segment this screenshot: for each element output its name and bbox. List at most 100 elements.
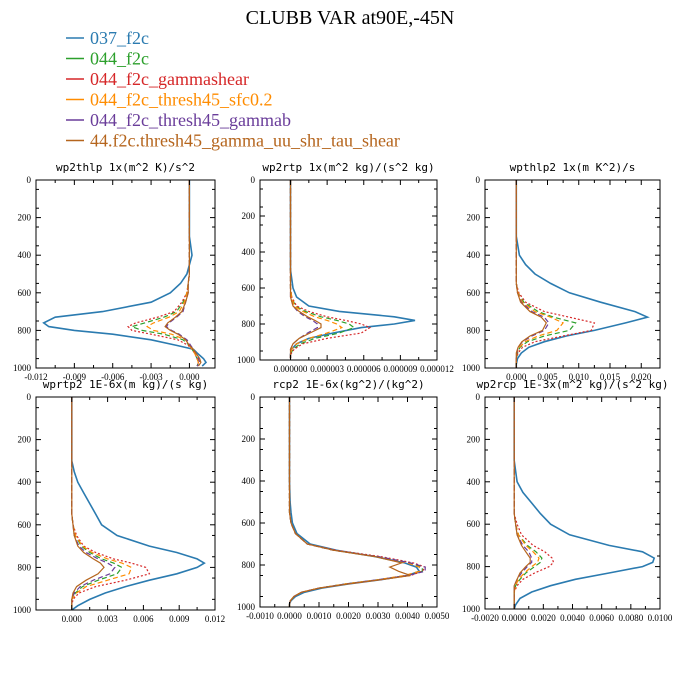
series-line	[288, 397, 421, 607]
series-line	[513, 397, 555, 609]
y-tick-label: 400	[242, 476, 256, 486]
legend-item: 44.f2c.thresh45_gamma_uu_shr_tau_shear	[66, 131, 400, 151]
series-line	[515, 180, 650, 368]
x-tick-label: 0.0080	[618, 613, 643, 623]
legend-item: 044_f2c_thresh45_gammab	[66, 110, 291, 130]
y-tick-label: 600	[242, 283, 256, 293]
y-tick-label: 1000	[237, 602, 256, 612]
y-tick-label: 800	[242, 319, 256, 329]
chart-panel: wpthlp2 1x(m K^2)/s 0 200 400 600 800 1000 0.00…	[462, 161, 661, 382]
x-tick-label: 0.0030	[366, 611, 391, 621]
y-tick-label: 400	[18, 250, 32, 260]
x-tick-label: -0.006	[101, 372, 125, 382]
x-tick-label: 0.000000	[274, 364, 308, 374]
y-tick-label: 800	[18, 562, 32, 572]
x-tick-label: 0.015	[600, 372, 621, 382]
x-tick-label: 0.0020	[336, 611, 361, 621]
x-tick-label: 0.000	[506, 372, 527, 382]
y-tick-label: 400	[467, 250, 481, 260]
panel-title: wpthlp2 1x(m K^2)/s	[510, 161, 636, 174]
series-line	[71, 397, 105, 610]
x-tick-label: -0.012	[24, 372, 47, 382]
y-tick-label: 0	[27, 175, 32, 185]
figure-title: CLUBB VAR at90E,-45N	[246, 7, 455, 29]
chart-panel: wprtp2 1E-6x(m kg)/(s kg) 0 200 400 600 800 10…	[13, 378, 225, 624]
legend-label: 44.f2c.thresh45_gamma_uu_shr_tau_shear	[90, 131, 400, 151]
axis-frame	[259, 179, 438, 361]
chart-panel: rcp2 1E-6x(kg^2)/(kg^2) 0 200 400 600 800 1000…	[237, 378, 450, 621]
series-line	[289, 180, 356, 359]
series-line	[288, 397, 411, 607]
series-line	[513, 397, 656, 610]
series-line	[289, 180, 344, 359]
series-line	[164, 180, 202, 367]
y-tick-label: 200	[18, 435, 32, 445]
x-tick-label: 0.003	[97, 614, 118, 624]
panel-title: wprtp2 1E-6x(m kg)/(s kg)	[43, 378, 209, 391]
axis-frame	[484, 396, 661, 610]
y-tick-label: 600	[242, 518, 256, 528]
y-tick-label: 0	[27, 392, 32, 402]
chart-panel: wp2rtp 1x(m^2 kg)/(s^2 kg) 0 200 400 600 800 1…	[237, 161, 454, 374]
y-tick-label: 1000	[237, 355, 256, 365]
series-line	[71, 397, 206, 611]
y-tick-label: 200	[242, 434, 256, 444]
legend: 037_f2c044_f2c044_f2c_gammashear044_f2c_…	[66, 28, 400, 151]
chart-panel: wp2thlp 1x(m^2 K)/s^202004006008001000-0…	[13, 161, 216, 382]
x-tick-label: 0.000012	[420, 364, 454, 374]
legend-item: 044_f2c	[66, 49, 149, 69]
series-line	[71, 397, 116, 610]
x-tick-label: 0.005	[537, 372, 558, 382]
x-tick-label: 0.000006	[347, 364, 381, 374]
y-tick-label: 800	[467, 562, 481, 572]
x-tick-label: -0.0020	[471, 613, 499, 623]
x-tick-label: 0.0020	[531, 613, 556, 623]
x-tick-label: 0.000	[62, 614, 83, 624]
y-tick-label: 200	[242, 211, 256, 221]
x-tick-label: 0.0010	[307, 611, 332, 621]
panel-title: wp2rcp 1E-3x(m^2 kg)/(s^2 kg)	[476, 378, 668, 391]
series-line	[146, 180, 200, 367]
chart-panel: wp2rcp 1E-3x(m^2 kg)/(s^2 kg)0 200 400 600 8…	[462, 378, 673, 623]
legend-label: 044_f2c	[90, 49, 149, 69]
series-line	[288, 397, 420, 607]
series-line	[289, 180, 372, 359]
legend-label: 044_f2c_thresh45_gammab	[90, 110, 291, 130]
x-tick-label: 0.0050	[425, 611, 450, 621]
y-tick-label: 800	[18, 325, 32, 335]
axis-frame	[484, 179, 661, 369]
x-tick-label: 0.0040	[560, 613, 585, 623]
y-tick-label: 0	[476, 175, 481, 185]
axis-frame	[35, 396, 216, 611]
x-tick-label: -0.0010	[246, 611, 274, 621]
series-line	[71, 397, 133, 610]
y-tick-label: 600	[467, 288, 481, 298]
legend-label: 044_f2c_thresh45_sfc0.2	[90, 90, 272, 110]
series-line	[515, 180, 596, 368]
x-tick-label: -0.003	[139, 372, 163, 382]
axis-frame	[35, 179, 216, 369]
panel-title: wp2thlp 1x(m^2 K)/s^2	[56, 161, 195, 174]
y-tick-label: 600	[467, 519, 481, 529]
y-tick-label: 1000	[462, 363, 481, 373]
y-tick-label: 800	[242, 560, 256, 570]
y-tick-label: 1000	[13, 363, 32, 373]
series-line	[42, 180, 208, 367]
legend-label: 037_f2c	[90, 28, 149, 48]
panel-title: rcp2 1E-6x(kg^2)/(kg^2)	[272, 378, 424, 391]
x-tick-label: 0.0040	[395, 611, 420, 621]
y-tick-label: 400	[18, 477, 32, 487]
series-line	[515, 180, 565, 368]
y-tick-label: 200	[467, 434, 481, 444]
legend-item: 044_f2c_gammashear	[66, 69, 249, 89]
x-tick-label: 0.009	[169, 614, 190, 624]
x-tick-label: -0.009	[63, 372, 87, 382]
x-tick-label: 0.0000	[502, 613, 527, 623]
legend-item: 044_f2c_thresh45_sfc0.2	[66, 90, 272, 110]
y-tick-label: 0	[476, 392, 481, 402]
x-tick-label: 0.0000	[277, 611, 302, 621]
x-tick-label: 0.0100	[648, 613, 673, 623]
x-tick-label: 0.020	[631, 372, 652, 382]
y-tick-label: 0	[251, 392, 256, 402]
